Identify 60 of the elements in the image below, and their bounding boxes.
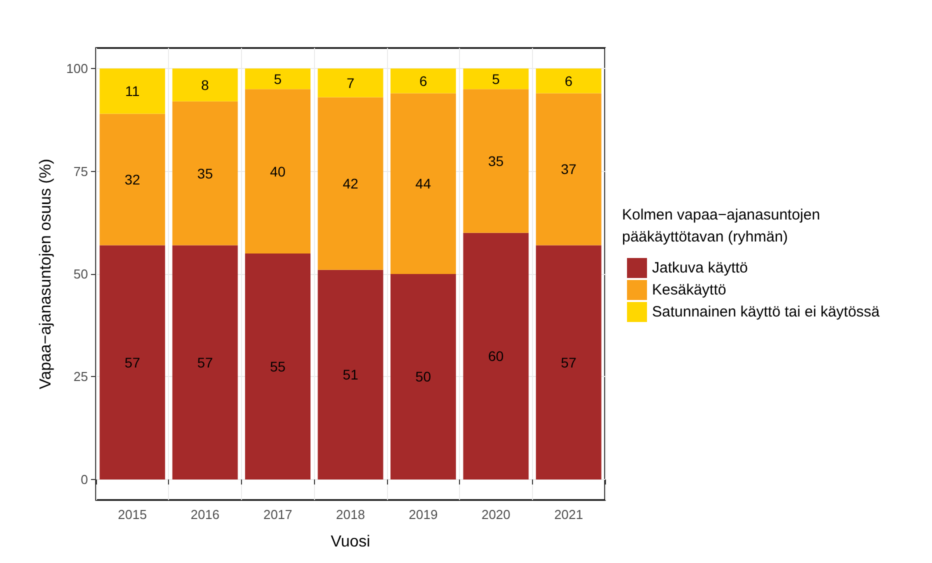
data-label: 40 [270, 163, 286, 180]
data-label: 37 [560, 161, 577, 178]
data-label: 6 [419, 72, 428, 89]
x-tick-label: 2017 [263, 507, 292, 522]
data-label: 6 [564, 72, 573, 89]
bar [390, 274, 456, 480]
data-label: 8 [201, 76, 210, 93]
bar [245, 68, 311, 90]
y-tick-label: 50 [74, 266, 88, 282]
bar [245, 89, 311, 254]
bar [318, 270, 384, 480]
bar [172, 68, 238, 102]
bar [318, 97, 384, 270]
y-tick-label: 25 [74, 369, 88, 384]
bar [536, 245, 602, 480]
data-label: 7 [346, 74, 355, 91]
bar [390, 93, 456, 274]
data-label: 57 [197, 354, 214, 370]
y-tick-label: 100 [66, 61, 88, 76]
bar [463, 232, 529, 480]
data-label: 35 [197, 165, 214, 182]
data-label: 50 [415, 368, 432, 385]
x-tick-label: 2016 [190, 507, 220, 522]
data-label: 55 [270, 358, 286, 374]
legend-title: Kolmen vapaa−ajanasuntojen pääkäyttötavan (ryhmän) [622, 206, 820, 246]
legend-label: Satunnainen käyttö tai ei käytössä [652, 304, 880, 320]
x-tick-label: 2018 [336, 507, 365, 522]
x-axis-title: Vuosi [330, 534, 370, 550]
bar [463, 68, 529, 90]
data-label: 35 [488, 153, 504, 169]
y-axis-title: Vapaa−ajanasuntojen osuus (%) [38, 158, 54, 390]
bar [390, 68, 456, 94]
bar [245, 253, 311, 480]
bar [536, 93, 602, 246]
legend-label: Jatkuva käyttö [652, 260, 748, 276]
x-tick-label: 2015 [118, 507, 147, 522]
data-label: 57 [124, 354, 140, 370]
bar [172, 245, 238, 480]
y-tick-label: 0 [80, 472, 88, 487]
x-tick-label: 2020 [481, 507, 510, 522]
data-label: 60 [488, 348, 504, 364]
bar [172, 101, 238, 246]
bar [100, 68, 166, 114]
data-label: 11 [125, 83, 140, 100]
bar [100, 114, 166, 246]
data-label: 42 [342, 176, 358, 192]
legend-label: Kesäkäyttö [652, 282, 726, 298]
data-label: 44 [415, 176, 432, 192]
data-label: 32 [124, 171, 140, 188]
data-label: 51 [342, 366, 358, 383]
data-label: 5 [492, 70, 500, 87]
x-tick-label: 2021 [554, 507, 584, 522]
bar [463, 89, 529, 233]
y-tick-label: 75 [74, 164, 88, 179]
bar [100, 245, 166, 480]
bar [536, 68, 602, 94]
bar [318, 68, 384, 98]
data-label: 5 [274, 70, 282, 87]
data-label: 57 [560, 354, 577, 370]
x-tick-label: 2019 [408, 507, 438, 522]
